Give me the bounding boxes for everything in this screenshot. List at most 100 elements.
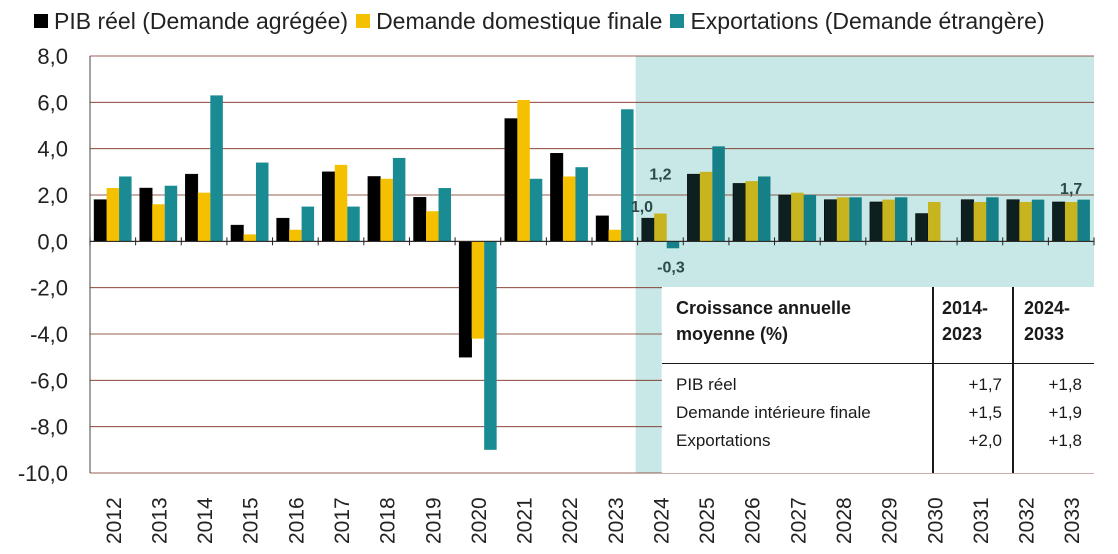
bar-2019-s0 xyxy=(413,197,427,242)
y-tick-label: 4,0 xyxy=(37,137,68,162)
y-tick-label: -4,0 xyxy=(30,322,68,347)
x-tick-label: 2017 xyxy=(331,497,354,544)
bar-2023-s0 xyxy=(595,215,609,242)
bar-2013-s2 xyxy=(164,185,178,242)
x-tick-label: 2020 xyxy=(468,497,491,544)
bar-2028-s0 xyxy=(824,199,837,242)
table-cell: +1,8 xyxy=(1048,431,1082,450)
bar-2031-s1 xyxy=(973,201,987,242)
data-labels: 1,0 1,2 -0,3 1,7 xyxy=(631,167,1083,277)
x-tick-label: 2012 xyxy=(103,497,126,544)
legend-item-domestic-demand: Demande domestique finale xyxy=(356,8,662,35)
legend-swatch-gdp xyxy=(34,14,48,28)
bar-2022-s1 xyxy=(562,176,576,242)
table-cell: +1,8 xyxy=(1048,375,1082,394)
bar-2025-s1 xyxy=(699,171,713,242)
x-axis: 2012 2013 2014 2015 2016 2017 2018 2019 2020 2021… xyxy=(89,56,1095,544)
bar-2015-s2 xyxy=(255,162,269,242)
x-tick-label: 2032 xyxy=(1016,497,1039,544)
bar-2017-s1 xyxy=(334,164,348,242)
data-label: 1,2 xyxy=(649,167,671,184)
x-tick-label: 2019 xyxy=(422,497,445,544)
y-tick-label: -10,0 xyxy=(18,461,68,486)
bar-2027-s2 xyxy=(803,195,817,242)
table-header-period-1: 2014-2023 xyxy=(942,298,989,344)
x-tick-label: 2027 xyxy=(787,497,810,544)
bar-2026-s2 xyxy=(757,176,771,242)
x-tick-label: 2030 xyxy=(924,497,947,544)
legend-label-domestic-demand: Demande domestique finale xyxy=(376,7,663,34)
table-divider xyxy=(662,363,1094,364)
bar-2016-s1 xyxy=(289,229,302,242)
bars-group xyxy=(93,95,1090,450)
bar-2025-s2 xyxy=(712,146,725,242)
legend-label-gdp: PIB réel (Demande agrégée) xyxy=(54,7,349,34)
y-tick-label: 6,0 xyxy=(37,90,68,115)
bar-2022-s2 xyxy=(575,167,588,242)
table-cell: +2,0 xyxy=(968,431,1002,450)
x-tick-label: 2021 xyxy=(514,497,537,544)
x-tick-label: 2028 xyxy=(833,497,856,544)
bar-2029-s1 xyxy=(882,199,895,242)
bar-2020-s1 xyxy=(471,241,485,339)
bar-2026-s1 xyxy=(745,181,758,242)
x-tick-label: 2025 xyxy=(696,497,719,544)
bar-2012-s1 xyxy=(106,188,120,242)
bar-2015-s1 xyxy=(243,234,256,242)
bar-2019-s2 xyxy=(438,188,452,242)
bar-2017-s2 xyxy=(347,206,360,242)
table-divider xyxy=(932,287,934,473)
legend: PIB réel (Demande agrégée) Demande domes… xyxy=(34,6,1053,36)
bar-2033-s0 xyxy=(1052,201,1066,242)
x-tick-label: 2018 xyxy=(377,497,400,544)
bar-2012-s0 xyxy=(93,199,107,242)
y-tick-label: -2,0 xyxy=(30,276,68,301)
x-tick-label: 2024 xyxy=(650,497,673,544)
table-cell: +1,7 xyxy=(968,375,1002,394)
bar-2031-s2 xyxy=(986,197,999,242)
bar-2014-s2 xyxy=(210,95,223,242)
growth-table: Croissance annuelle moyenne (%) 2014-202… xyxy=(662,287,1094,473)
bar-2016-s0 xyxy=(276,217,290,242)
bar-2023-s2 xyxy=(621,109,634,242)
x-tick-label: 2016 xyxy=(285,497,308,544)
data-label: 1,7 xyxy=(1060,181,1082,198)
legend-swatch-domestic-demand xyxy=(356,14,371,28)
x-tick-label: 2026 xyxy=(742,497,765,544)
table-cell: +1,5 xyxy=(968,403,1002,422)
bar-2021-s1 xyxy=(517,100,530,242)
bar-2012-s2 xyxy=(119,176,132,242)
table-row-label: PIB réel xyxy=(676,375,737,394)
bar-2022-s0 xyxy=(550,153,564,242)
bar-2015-s0 xyxy=(230,224,244,242)
y-tick-label: -8,0 xyxy=(30,415,68,440)
legend-item-exports: Exportations (Demande étrangère) xyxy=(670,8,1045,35)
bar-2032-s0 xyxy=(1006,199,1020,242)
table-divider xyxy=(1012,287,1014,473)
bar-2033-s1 xyxy=(1064,201,1078,242)
bar-2013-s1 xyxy=(152,204,165,242)
x-tick-label: 2013 xyxy=(148,497,171,544)
bar-2023-s1 xyxy=(608,229,622,242)
legend-item-gdp: PIB réel (Demande agrégée) xyxy=(34,8,348,35)
bar-2024-s1 xyxy=(654,213,667,242)
table-header-label: Croissance annuelle moyenne (%) xyxy=(676,298,852,344)
bar-2025-s0 xyxy=(687,173,701,242)
bar-2033-s2 xyxy=(1077,199,1090,242)
data-label: 1,0 xyxy=(631,199,653,216)
bar-2028-s2 xyxy=(849,197,862,242)
bar-2027-s1 xyxy=(791,192,804,242)
bar-2027-s0 xyxy=(778,194,792,242)
bar-2014-s0 xyxy=(185,173,199,242)
bar-2029-s2 xyxy=(894,197,908,242)
bar-2018-s0 xyxy=(367,176,381,242)
bar-2014-s1 xyxy=(197,192,211,242)
table-row-label: Exportations xyxy=(676,431,771,450)
bar-2020-s0 xyxy=(458,241,472,358)
y-axis: 8,0 6,0 4,0 2,0 0,0 -2,0 -4,0 -6,0 -8,0 -10,0 xyxy=(18,44,68,486)
y-tick-label: 8,0 xyxy=(37,44,68,69)
bar-2028-s1 xyxy=(836,197,850,242)
bar-2017-s0 xyxy=(322,171,335,242)
bar-2020-s2 xyxy=(484,241,497,450)
